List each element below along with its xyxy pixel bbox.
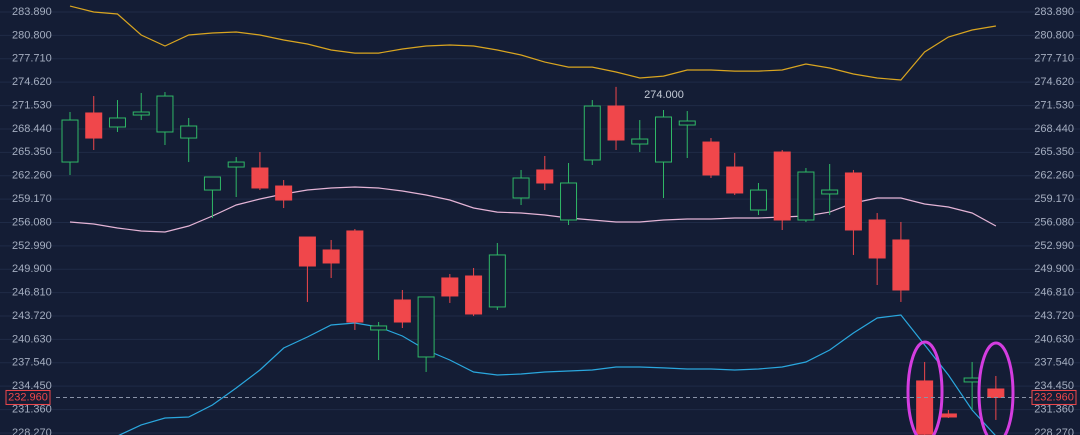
y-tick-label-right: 271.530 (1034, 99, 1074, 111)
candle-body (868, 219, 886, 259)
y-tick-label-right: 249.900 (1034, 263, 1074, 275)
y-tick-label-right: 262.260 (1034, 170, 1074, 182)
band-line (118, 314, 996, 435)
candle-body (346, 230, 364, 323)
candle-body (156, 95, 174, 133)
candle-body (322, 249, 340, 264)
y-tick-label-left: 228.270 (12, 427, 52, 435)
high-annotation: 274.000 (644, 89, 684, 101)
y-tick-label-right: 274.620 (1034, 76, 1074, 88)
candle-body (251, 167, 269, 189)
y-tick-label-left: 283.890 (12, 6, 52, 18)
candle-body (773, 151, 791, 221)
candle-body (132, 111, 150, 116)
candle-body (655, 116, 672, 163)
candle-body (370, 325, 388, 331)
candle-body (61, 119, 79, 163)
y-tick-label-left: 256.080 (12, 216, 52, 228)
grid (0, 11, 1080, 434)
bands (69, 5, 997, 435)
y-tick-label-left: 271.530 (12, 99, 52, 111)
y-tick-label-left: 265.350 (12, 146, 52, 158)
overlay: 283.890 283.890 280.800 280.800 277.710 277.7… (5, 6, 1077, 435)
candle-body (821, 189, 839, 195)
y-tick-label-right: 240.630 (1034, 333, 1074, 345)
y-tick-label-left: 246.810 (12, 287, 52, 299)
candle-body (678, 120, 696, 126)
y-tick-label-right: 246.810 (1034, 287, 1074, 299)
y-tick-label-right: 283.890 (1034, 6, 1074, 18)
y-tick-label-left: 231.360 (12, 403, 52, 415)
y-tick-label-left: 240.630 (12, 333, 52, 345)
y-tick-label-left: 274.620 (12, 76, 52, 88)
candle-body (939, 413, 957, 418)
candle-body (512, 177, 530, 199)
candle-body (488, 254, 506, 308)
candle-body (726, 166, 744, 194)
y-tick-label-left: 259.170 (12, 193, 52, 205)
last-price-box (5, 389, 51, 405)
y-tick-label-right: 237.540 (1034, 357, 1074, 369)
candle-body (417, 296, 435, 358)
last-price-box (1031, 389, 1077, 405)
y-tick-label-right: 228.270 (1034, 427, 1074, 435)
y-tick-label-left: 277.710 (12, 53, 52, 65)
candle-body (916, 380, 934, 435)
candle-body (987, 388, 1005, 398)
candle-body (749, 189, 767, 211)
candle-body (465, 275, 483, 315)
y-tick-label-right: 234.450 (1034, 380, 1074, 392)
candle-body (631, 138, 649, 145)
y-tick-label-left: 243.720 (12, 310, 52, 322)
last-price-label: 232.960 (8, 391, 48, 403)
candle-body (583, 105, 601, 161)
candle-body (560, 182, 578, 221)
candle-body (275, 185, 293, 201)
y-tick-label-left: 249.900 (12, 263, 52, 275)
candle-body (536, 169, 554, 184)
candle-body (85, 112, 103, 139)
candle-body (108, 117, 126, 128)
candle-body (441, 277, 459, 297)
candle-body (393, 299, 411, 323)
candle-body (298, 236, 316, 267)
y-tick-label-left: 280.800 (12, 29, 52, 41)
y-tick-label-right: 268.440 (1034, 123, 1074, 135)
candle-body (607, 105, 625, 141)
y-tick-label-left: 237.540 (12, 357, 52, 369)
last-price-label: 232.960 (1034, 391, 1074, 403)
y-tick-label-right: 243.720 (1034, 310, 1074, 322)
y-tick-label-right: 280.800 (1034, 29, 1074, 41)
y-tick-label-left: 252.990 (12, 240, 52, 252)
y-tick-label-left: 234.450 (12, 380, 52, 392)
highlight-circle (977, 341, 1015, 435)
y-tick-label-right: 256.080 (1034, 216, 1074, 228)
candle-body (844, 172, 862, 231)
candle-body (892, 239, 910, 291)
y-tick-label-right: 277.710 (1034, 53, 1074, 65)
y-tick-label-left: 268.440 (12, 123, 52, 135)
band-line (69, 5, 996, 81)
candles (61, 86, 1005, 435)
y-tick-label-right: 259.170 (1034, 193, 1074, 205)
candle-body (203, 176, 221, 191)
y-tick-label-right: 265.350 (1034, 146, 1074, 158)
candle-body (180, 125, 198, 139)
candle-body (702, 141, 720, 176)
candle-body (227, 161, 245, 168)
band-line (69, 186, 997, 233)
highlight-circle (906, 340, 944, 435)
candle-body (963, 377, 981, 383)
y-tick-label-right: 231.360 (1034, 403, 1074, 415)
y-tick-label-right: 252.990 (1034, 240, 1074, 252)
candle-body (797, 171, 815, 221)
y-tick-label-left: 262.260 (12, 170, 52, 182)
